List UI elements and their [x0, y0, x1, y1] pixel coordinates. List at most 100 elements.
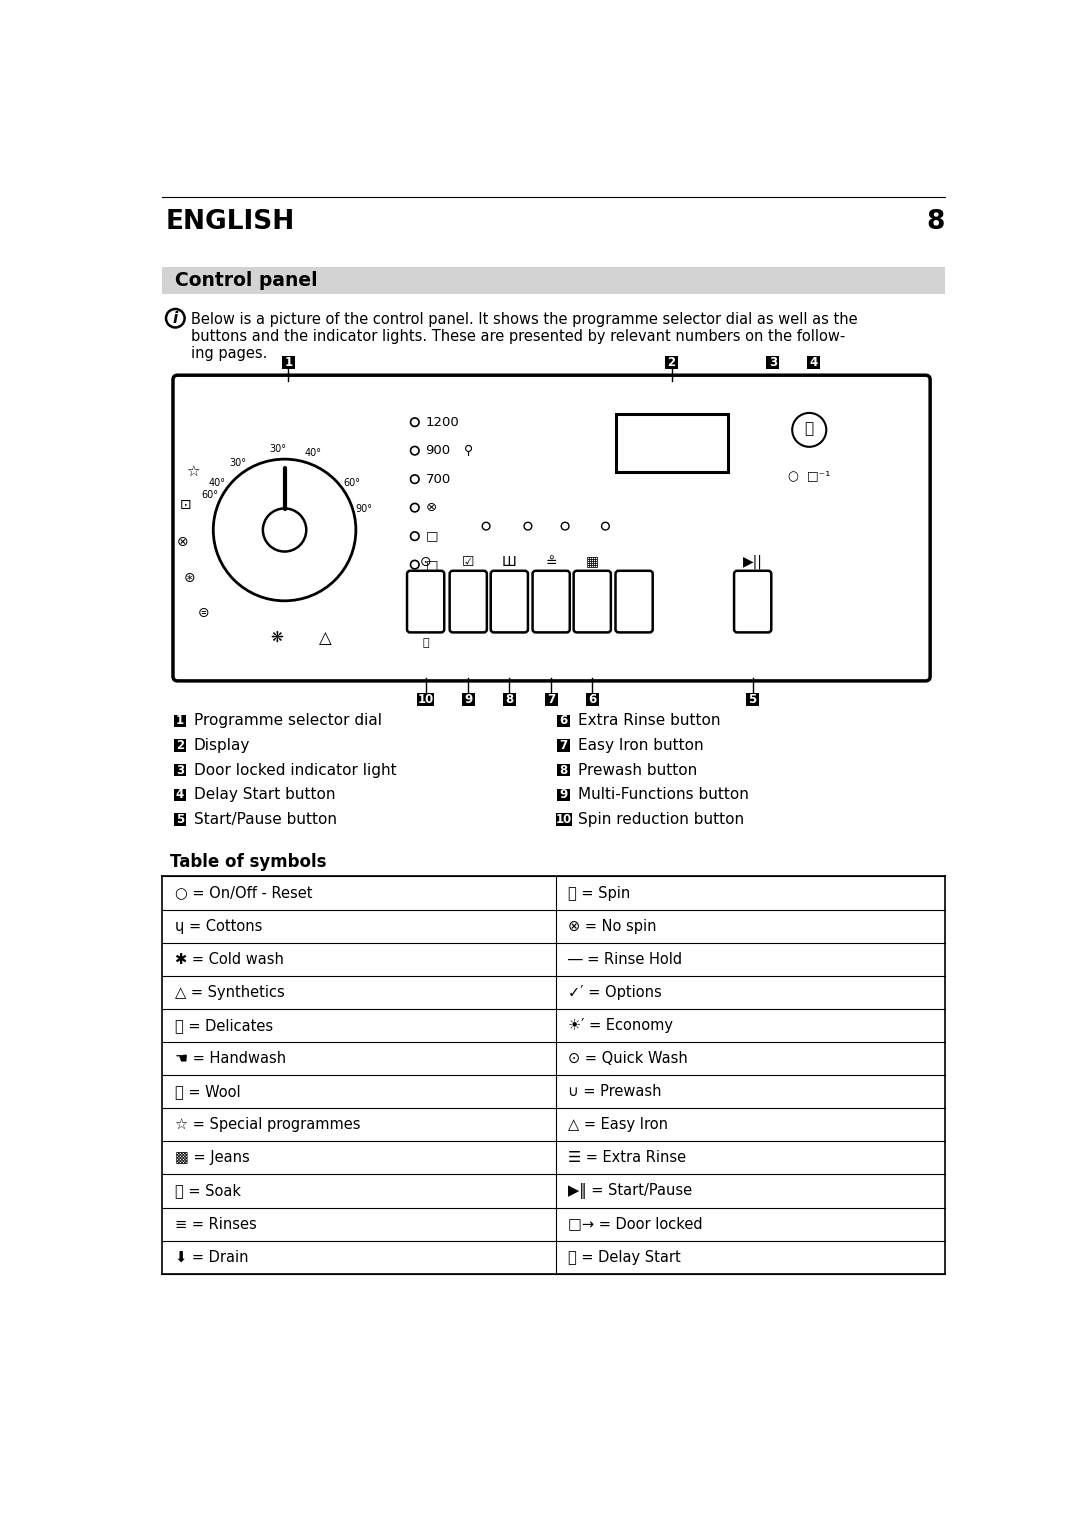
Text: ☑: ☑	[462, 555, 474, 569]
Text: ⊜: ⊜	[198, 605, 210, 621]
Text: 1: 1	[284, 356, 293, 370]
Text: △ = Easy Iron: △ = Easy Iron	[568, 1118, 669, 1133]
Text: 30°: 30°	[269, 443, 286, 454]
Bar	[162, 876, 945, 910]
Text: i: i	[173, 310, 178, 326]
Bar	[162, 910, 945, 943]
Text: 1200: 1200	[426, 416, 459, 428]
Text: 5: 5	[176, 813, 184, 826]
Bar	[174, 714, 186, 728]
Bar	[544, 693, 557, 706]
Text: □: □	[426, 558, 438, 572]
FancyBboxPatch shape	[173, 375, 930, 680]
Text: Programme selector dial: Programme selector dial	[194, 714, 382, 728]
FancyBboxPatch shape	[449, 570, 487, 633]
FancyBboxPatch shape	[616, 570, 652, 633]
Bar	[162, 976, 945, 1009]
Bar	[162, 1109, 945, 1141]
Text: 7: 7	[559, 739, 568, 752]
Text: ❋: ❋	[270, 630, 283, 645]
Text: 3: 3	[176, 763, 184, 777]
Text: ▶‖ = Start/Pause: ▶‖ = Start/Pause	[568, 1183, 692, 1199]
FancyBboxPatch shape	[407, 570, 444, 633]
Bar	[807, 356, 820, 370]
Bar	[461, 693, 475, 706]
Text: 7: 7	[548, 693, 555, 706]
Text: 5: 5	[748, 693, 757, 706]
Text: 9: 9	[559, 789, 568, 801]
Text: ≡ = Rinses: ≡ = Rinses	[175, 1217, 256, 1232]
Text: ― = Rinse Hold: ― = Rinse Hold	[568, 951, 683, 966]
Text: ☰ = Extra Rinse: ☰ = Extra Rinse	[568, 1150, 687, 1165]
Text: ☆ = Special programmes: ☆ = Special programmes	[175, 1118, 360, 1133]
Bar	[162, 1075, 945, 1109]
FancyBboxPatch shape	[734, 570, 771, 633]
Text: ⌛ = Delay Start: ⌛ = Delay Start	[568, 1249, 681, 1264]
Text: Ⓢ = Spin: Ⓢ = Spin	[568, 885, 631, 901]
Text: 2: 2	[176, 739, 184, 752]
FancyBboxPatch shape	[573, 570, 611, 633]
Bar	[502, 693, 516, 706]
FancyBboxPatch shape	[532, 570, 570, 633]
Text: ⛯ = Wool: ⛯ = Wool	[175, 1084, 240, 1099]
Text: ☚ = Handwash: ☚ = Handwash	[175, 1050, 285, 1066]
Text: ▶||: ▶||	[743, 555, 762, 569]
Text: ɥ = Cottons: ɥ = Cottons	[175, 919, 261, 934]
Text: ○ = On/Off - Reset: ○ = On/Off - Reset	[175, 885, 312, 901]
Bar	[162, 1240, 945, 1274]
Text: 4: 4	[176, 789, 184, 801]
Text: 9: 9	[464, 693, 472, 706]
Text: Multi-Functions button: Multi-Functions button	[578, 787, 748, 803]
Text: ⬇ = Drain: ⬇ = Drain	[175, 1249, 248, 1264]
Bar	[585, 693, 598, 706]
Text: ≗: ≗	[545, 555, 557, 569]
Text: Extra Rinse button: Extra Rinse button	[578, 714, 720, 728]
Text: ☆: ☆	[187, 465, 200, 480]
Bar	[174, 813, 186, 826]
FancyBboxPatch shape	[490, 570, 528, 633]
Text: ⚲: ⚲	[463, 443, 473, 457]
Text: ▩ = Jeans: ▩ = Jeans	[175, 1150, 249, 1165]
Text: 3: 3	[769, 356, 777, 370]
Text: Display: Display	[194, 739, 251, 754]
Text: □: □	[426, 529, 438, 543]
Text: 6: 6	[589, 693, 596, 706]
Text: ○  □⁻¹: ○ □⁻¹	[788, 469, 831, 483]
Text: 8: 8	[505, 693, 513, 706]
Text: 6: 6	[559, 714, 568, 728]
Text: △: △	[319, 628, 332, 647]
Bar	[162, 1043, 945, 1075]
Bar	[174, 789, 186, 801]
Text: 60°: 60°	[343, 479, 361, 488]
Bar	[282, 356, 295, 370]
Bar	[557, 714, 570, 728]
Bar	[162, 1174, 945, 1208]
Text: ⊛: ⊛	[185, 570, 195, 584]
Text: ☀′ = Economy: ☀′ = Economy	[568, 1018, 673, 1034]
Bar	[557, 764, 570, 777]
Bar	[162, 1141, 945, 1174]
Text: 4: 4	[809, 356, 818, 370]
Bar	[174, 764, 186, 777]
Text: ⊗: ⊗	[426, 502, 436, 514]
Text: 40°: 40°	[208, 479, 226, 488]
Text: ⊡: ⊡	[179, 498, 191, 512]
Text: buttons and the indicator lights. These are presented by relevant numbers on the: buttons and the indicator lights. These …	[191, 329, 845, 344]
Text: 🔒: 🔒	[422, 638, 429, 648]
Text: ⏻: ⏻	[805, 420, 814, 436]
Text: ∪ = Prewash: ∪ = Prewash	[568, 1084, 662, 1099]
Circle shape	[262, 509, 307, 552]
Text: 90°: 90°	[355, 505, 373, 514]
Text: △ = Synthetics: △ = Synthetics	[175, 985, 284, 1000]
Text: 10: 10	[555, 813, 571, 826]
Text: ✱ = Cold wash: ✱ = Cold wash	[175, 951, 283, 966]
Bar	[557, 789, 570, 801]
Text: ⊗: ⊗	[176, 535, 188, 549]
Text: ⊙ = Quick Wash: ⊙ = Quick Wash	[568, 1050, 688, 1066]
Text: □→ = Door locked: □→ = Door locked	[568, 1217, 703, 1232]
Text: ⊗ = No spin: ⊗ = No spin	[568, 919, 657, 934]
Bar	[616, 414, 728, 472]
Text: ▦: ▦	[585, 555, 598, 569]
Text: Prewash button: Prewash button	[578, 763, 697, 778]
Text: Easy Iron button: Easy Iron button	[578, 739, 703, 754]
